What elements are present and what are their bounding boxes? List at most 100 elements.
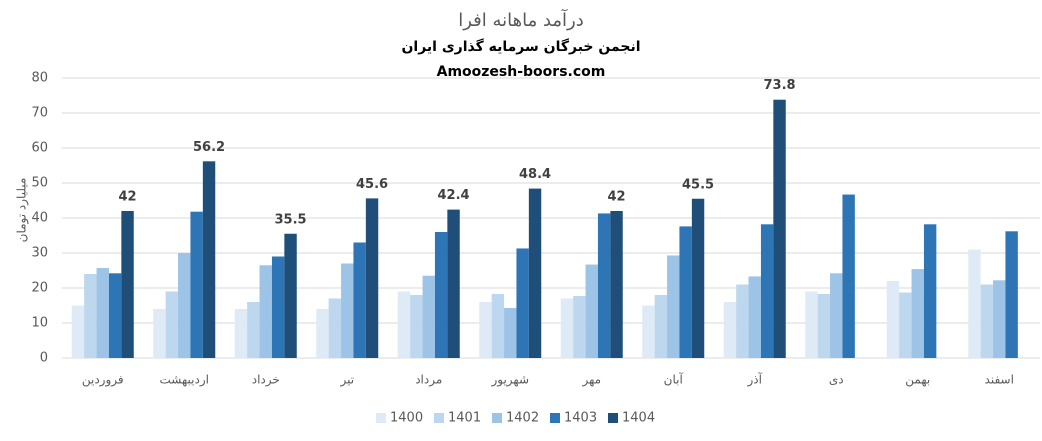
y-tick-label: 20 [31, 281, 48, 296]
bar [410, 295, 423, 358]
legend-label: 1400 [390, 411, 423, 426]
bar [679, 226, 692, 358]
bar [397, 291, 411, 358]
chart-source: Amoozesh-boors.com [437, 64, 606, 80]
bar [736, 284, 749, 358]
bar [516, 248, 529, 358]
bar [84, 274, 97, 358]
legend-label: 1403 [564, 411, 597, 426]
y-tick-label: 80 [31, 71, 48, 86]
bar [353, 242, 366, 358]
bar [259, 265, 272, 358]
bar [96, 268, 109, 358]
x-tick-label: اردیبهشت [160, 373, 209, 388]
data-label: 42.4 [438, 188, 470, 203]
x-tick-label: مهر [581, 373, 601, 388]
legend-swatch [376, 413, 386, 423]
bar [842, 194, 855, 358]
bar [805, 291, 818, 358]
data-label: 48.4 [519, 167, 551, 182]
legend-swatch [550, 413, 560, 423]
bar [271, 256, 285, 358]
bar [899, 292, 912, 358]
bar [479, 302, 492, 358]
legend-swatch [492, 413, 502, 423]
bar [585, 264, 598, 358]
x-tick-label: آذر [747, 372, 763, 388]
y-tick-label: 40 [31, 211, 48, 226]
bar [202, 161, 216, 358]
bar [654, 295, 668, 358]
data-label: 56.2 [193, 140, 225, 155]
bar [968, 249, 981, 358]
bar [817, 293, 831, 358]
bar [504, 307, 517, 358]
bar [560, 298, 574, 358]
bar [341, 263, 354, 358]
x-tick-label: دی [829, 373, 844, 387]
chart-title: درآمد ماهانه افرا [458, 8, 584, 31]
bar [610, 211, 623, 358]
bar [597, 213, 611, 358]
bar [923, 224, 937, 358]
x-tick-label: تیر [339, 373, 354, 388]
bar [108, 273, 122, 358]
bar [316, 309, 329, 358]
bar [667, 255, 680, 358]
bar [911, 269, 924, 358]
x-tick-label: مرداد [415, 373, 442, 388]
bar [573, 296, 586, 358]
legend-swatch [608, 413, 618, 423]
data-label: 42 [608, 190, 626, 205]
x-tick-label: اسفند [985, 373, 1014, 387]
legend-label: 1401 [448, 411, 481, 426]
data-label: 42 [119, 190, 137, 205]
legend-label: 1402 [506, 411, 539, 426]
bar [178, 253, 191, 358]
bar [284, 233, 297, 358]
bar [642, 305, 655, 358]
bar [886, 281, 900, 358]
data-label: 73.8 [764, 78, 796, 93]
y-tick-label: 50 [31, 176, 48, 191]
y-tick-label: 10 [31, 316, 48, 331]
bar [247, 302, 260, 358]
legend-label: 1404 [622, 411, 655, 426]
data-label: 35.5 [275, 212, 307, 227]
bar [434, 232, 448, 358]
bar [153, 309, 166, 358]
bar [528, 188, 542, 358]
data-label: 45.6 [356, 177, 388, 192]
bar [328, 298, 342, 358]
legend-swatch [434, 413, 444, 423]
bar [830, 273, 843, 358]
bar [980, 284, 994, 358]
y-tick-label: 60 [31, 141, 48, 156]
bar [234, 309, 248, 358]
x-tick-label: شهریور [490, 373, 529, 388]
x-tick-label: آبان [664, 372, 684, 387]
bar [491, 293, 505, 358]
chart-subtitle: انجمن خبرگان سرمایه گذاری ایران [401, 38, 640, 55]
y-axis-label: میلیارد تومان [15, 178, 30, 243]
bar [422, 275, 435, 358]
y-tick-label: 0 [40, 351, 48, 366]
y-tick-label: 30 [31, 246, 48, 261]
bar [190, 211, 203, 358]
bar [748, 276, 761, 358]
x-tick-label: بهمن [905, 373, 930, 388]
x-tick-label: خرداد [252, 373, 280, 388]
bar [773, 99, 786, 358]
y-tick-label: 70 [31, 106, 48, 121]
x-tick-label: فروردین [82, 373, 124, 388]
bar [365, 198, 379, 358]
bar [993, 280, 1006, 358]
bar [691, 198, 705, 358]
bar [121, 211, 134, 358]
data-label: 45.5 [682, 177, 714, 192]
bar [71, 305, 85, 358]
bar [447, 209, 460, 358]
bar [760, 224, 774, 358]
bar [165, 291, 179, 358]
